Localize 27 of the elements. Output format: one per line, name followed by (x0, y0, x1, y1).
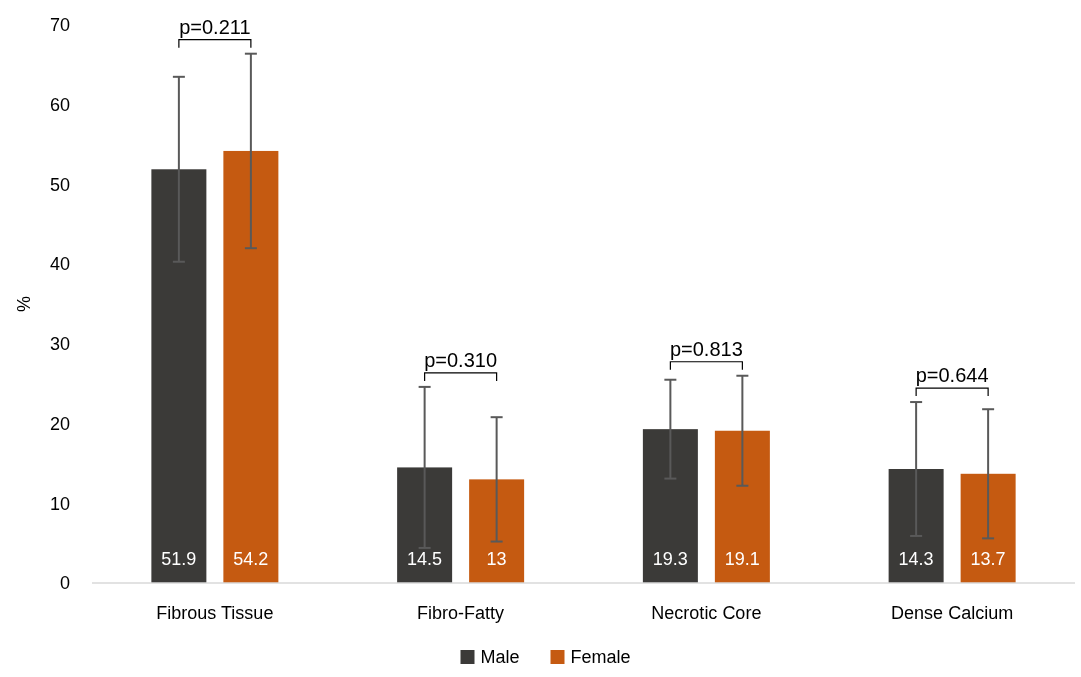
annotation: p=0.644 (915, 364, 989, 387)
y-tick-label: 0 (59, 573, 70, 594)
y-tick-label: 30 (49, 334, 70, 355)
y-tick-label: 70 (49, 15, 70, 36)
y-tick-label: 50 (49, 174, 70, 195)
x-tick-label: Dense Calcium (891, 603, 1014, 623)
data-label: 19.3 (652, 549, 688, 569)
legend-label: Female (570, 647, 631, 668)
data-label: 51.9 (161, 549, 197, 569)
annotation: p=0.813 (669, 337, 743, 360)
y-axis-title: % (14, 295, 35, 313)
legend-label: Male (480, 647, 520, 668)
data-label: 54.2 (233, 549, 269, 569)
annotation: p=0.211 (179, 15, 251, 38)
x-tick-label: Fibro-Fatty (417, 603, 505, 623)
y-tick-label: 60 (49, 95, 70, 116)
data-label: 14.5 (407, 549, 443, 569)
data-label: 19.1 (724, 549, 760, 569)
data-label: 13.7 (970, 549, 1006, 569)
x-tick-label: Necrotic Core (651, 603, 762, 623)
y-tick-label: 40 (49, 254, 70, 275)
data-label: 14.3 (898, 549, 934, 569)
y-tick-label: 10 (49, 493, 70, 514)
annotation: p=0.310 (424, 348, 498, 371)
y-tick-label: 20 (49, 413, 70, 434)
data-label: 13 (486, 549, 507, 569)
x-tick-label: Fibrous Tissue (156, 603, 274, 623)
